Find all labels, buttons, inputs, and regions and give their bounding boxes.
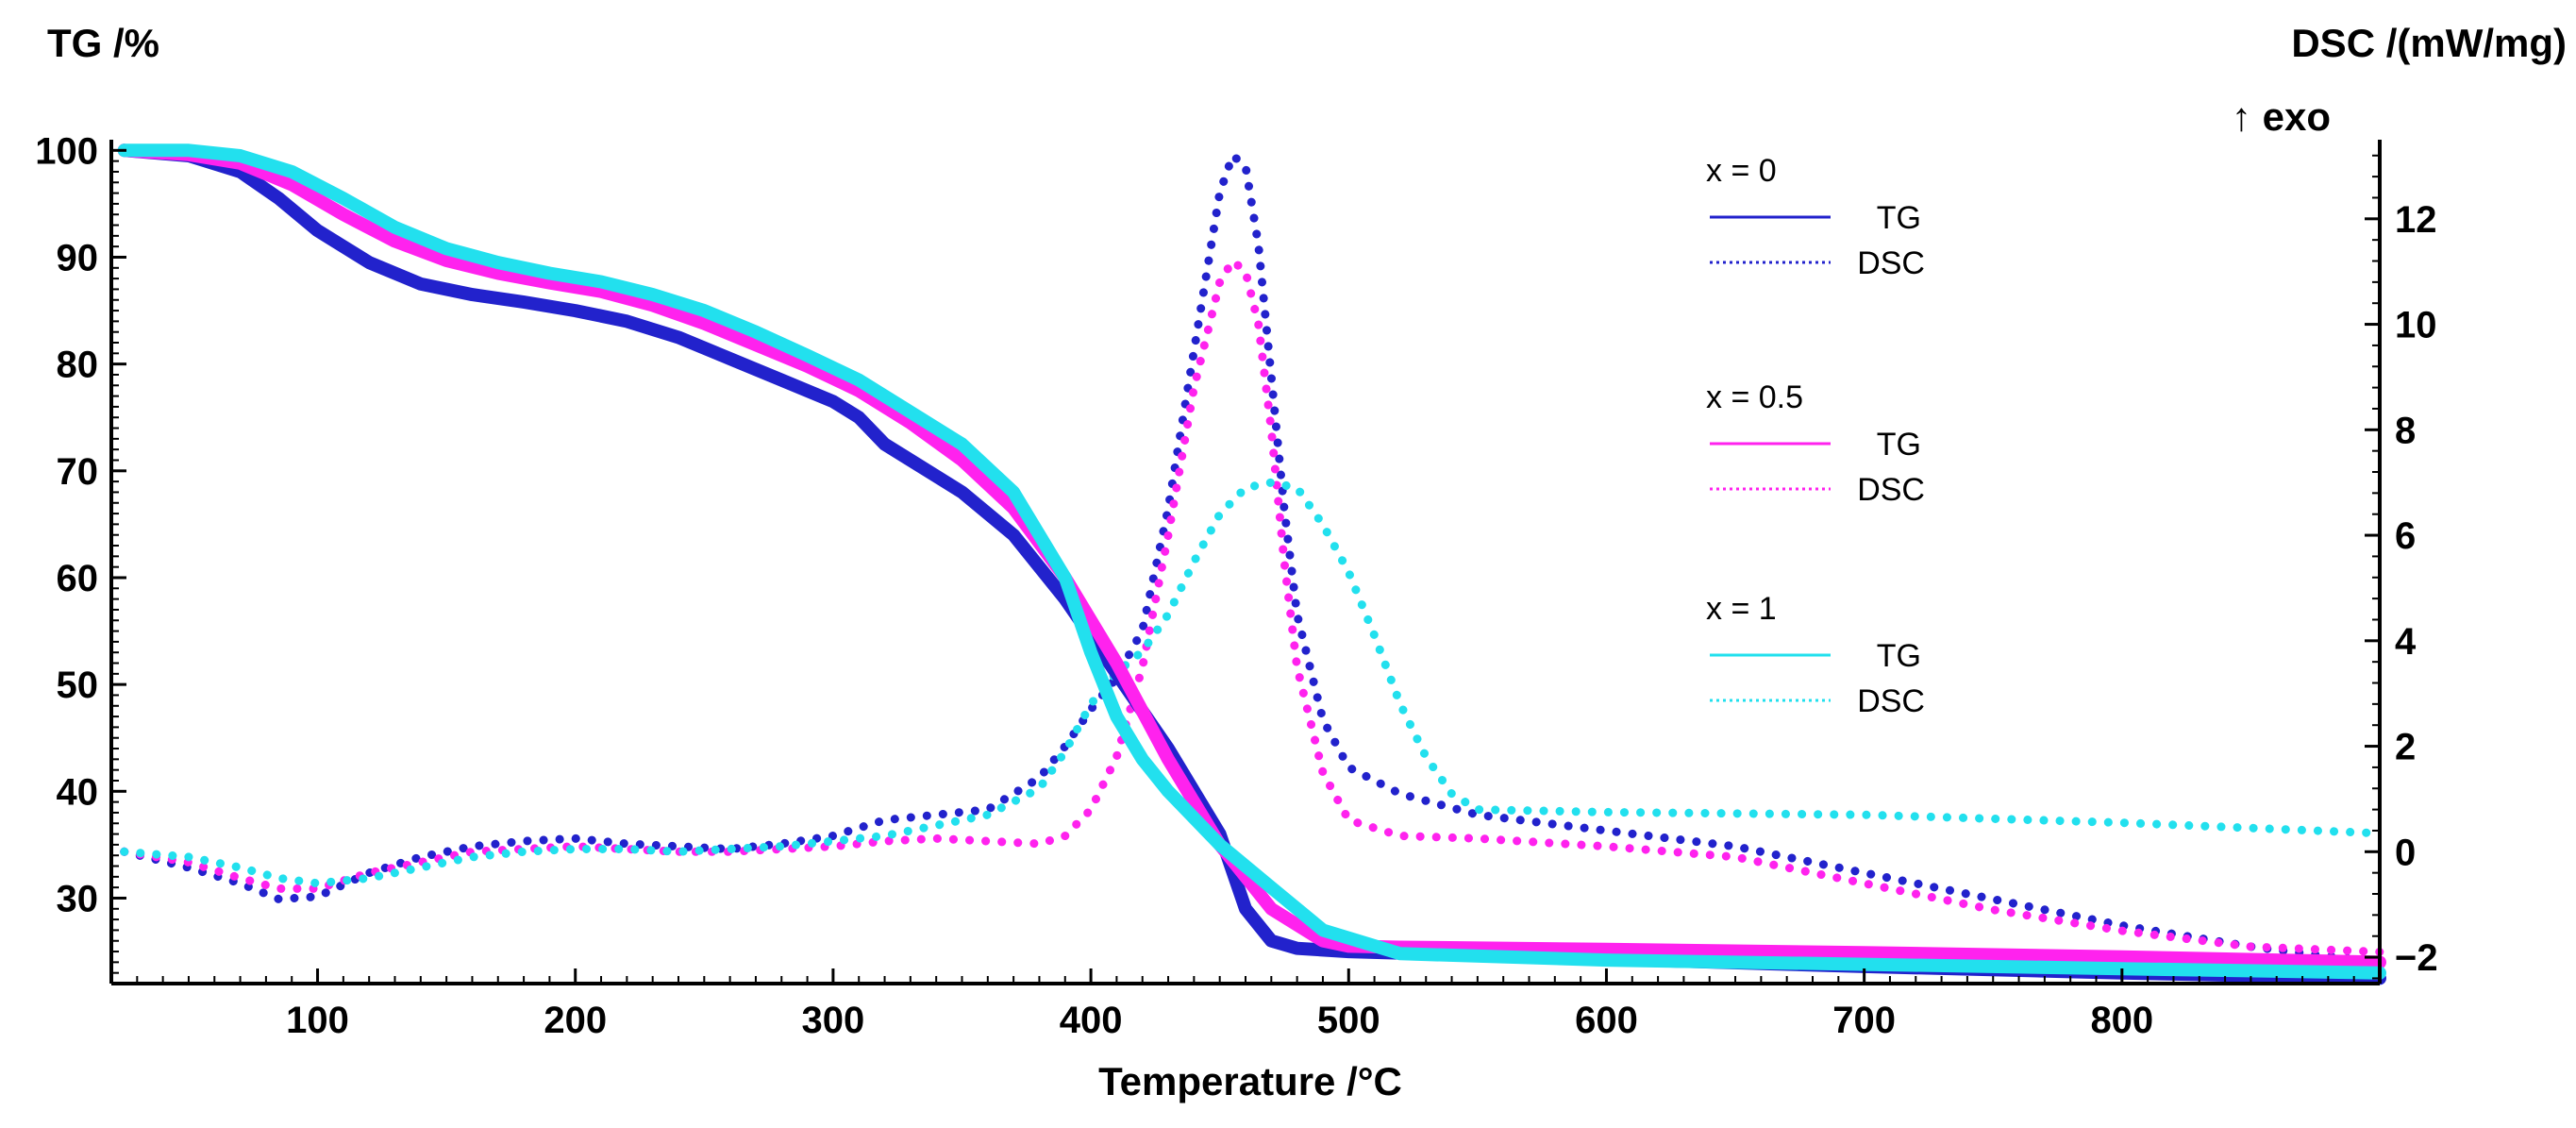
y-right-tick-label: 6	[2395, 515, 2416, 557]
y-left-tick-label: 40	[57, 771, 99, 813]
y-left-tick-label: 70	[57, 451, 99, 493]
legend-dsc-label: DSC	[1857, 472, 1925, 508]
legend-group-title: x = 1	[1706, 591, 1777, 627]
series-line-x-0-tg	[117, 143, 2386, 985]
legend-tg-label: TG	[1877, 200, 1921, 236]
series-line-x-0-5-dsc	[120, 257, 2384, 956]
y-left-tick-label: 90	[57, 237, 99, 278]
y-right-tick-label: 4	[2395, 621, 2417, 663]
x-tick-label: 400	[1060, 1000, 1123, 1041]
ticks-layer: 100 200 300 400 500 600 700 8003040506070809010…	[35, 130, 2437, 1041]
y-left-tick-label: 50	[57, 665, 99, 706]
y-left-axis-title: TG /%	[47, 21, 159, 65]
y-right-tick-label: −2	[2395, 937, 2438, 979]
series-line-x-1-tg	[117, 143, 2386, 980]
y-right-tick-label: 12	[2395, 199, 2437, 241]
labels-layer: TG /% DSC /(mW/mg) ↑ exo Temperature /°C	[47, 21, 2567, 1103]
y-right-tick-label: 0	[2395, 832, 2416, 873]
series-line-x-0-5-tg	[117, 143, 2386, 969]
x-tick-label: 200	[544, 1000, 607, 1041]
exo-annotation: ↑ exo	[2232, 94, 2331, 139]
x-axis-title: Temperature /°C	[1098, 1059, 1402, 1103]
legend-dsc-label: DSC	[1857, 683, 1925, 719]
x-tick-label: 300	[802, 1000, 865, 1041]
y-left-tick-label: 80	[57, 345, 99, 386]
y-right-tick-label: 8	[2395, 410, 2416, 451]
series-layer	[117, 143, 2386, 985]
legend-group-title: x = 0.5	[1706, 379, 1803, 415]
series-line-x-0-dsc	[120, 151, 2384, 968]
legend-group-title: x = 0	[1706, 153, 1777, 189]
legend: x = 0 TG DSC x = 0.5 TG DSC x = 1 TG DSC	[1706, 153, 1925, 719]
y-right-axis-title: DSC /(mW/mg)	[2291, 21, 2567, 65]
y-right-tick-label: 2	[2395, 727, 2416, 768]
legend-tg-label: TG	[1877, 427, 1921, 463]
legend-tg-label: TG	[1877, 638, 1921, 674]
series-line-x-1-dsc	[120, 478, 2384, 888]
x-tick-label: 500	[1317, 1000, 1380, 1041]
x-tick-label: 800	[2090, 1000, 2153, 1041]
y-right-tick-label: 10	[2395, 305, 2437, 346]
x-tick-label: 700	[1832, 1000, 1896, 1041]
x-tick-label: 100	[286, 1000, 349, 1041]
legend-dsc-label: DSC	[1857, 245, 1925, 281]
y-left-tick-label: 100	[35, 130, 98, 172]
x-tick-label: 600	[1575, 1000, 1638, 1041]
y-left-tick-label: 30	[57, 878, 99, 919]
y-left-tick-label: 60	[57, 558, 99, 599]
